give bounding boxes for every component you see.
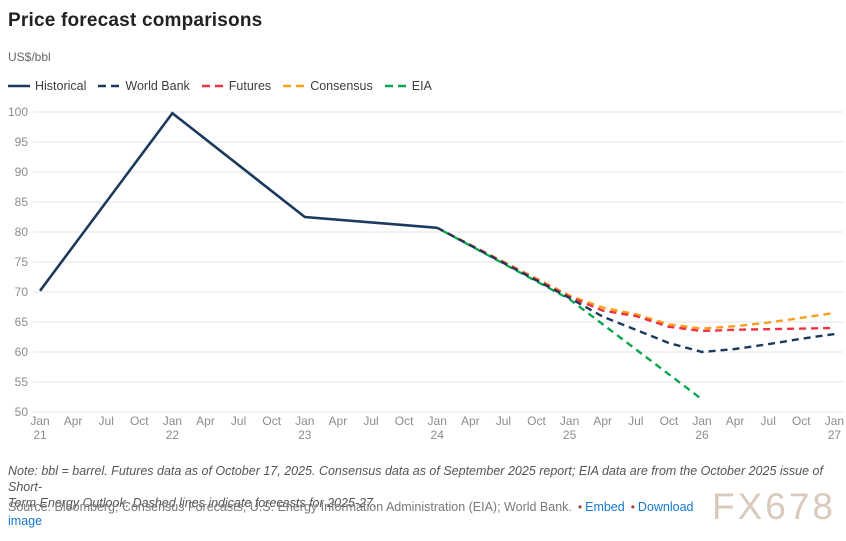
y-axis-unit-label: US$/bbl xyxy=(8,50,51,64)
legend-label: World Bank xyxy=(125,79,190,93)
bullet-separator-icon: • xyxy=(577,500,583,514)
series-line-futures xyxy=(436,226,835,333)
series-line-consensus xyxy=(436,226,835,330)
y-tick-label: 55 xyxy=(15,375,29,389)
legend-line-swatch-icon xyxy=(283,84,306,88)
legend-label: EIA xyxy=(411,79,432,93)
y-tick-label: 75 xyxy=(15,255,29,269)
x-tick-label: Oct xyxy=(660,414,679,428)
x-tick-label: Jul xyxy=(99,414,114,428)
series-line-historical xyxy=(38,111,438,292)
x-tick-label: Apr xyxy=(593,414,612,428)
legend-line-swatch-icon xyxy=(384,84,407,88)
x-tick-label: Oct xyxy=(527,414,546,428)
x-tick-year-label: 27 xyxy=(828,428,842,442)
watermark-fx678: FX678 xyxy=(712,486,837,527)
x-tick-label: Jan xyxy=(163,414,182,428)
legend-label: Futures xyxy=(228,79,272,93)
footnote-line1: Note: bbl = barrel. Futures data as of O… xyxy=(8,464,823,494)
legend-line-swatch-icon xyxy=(8,84,30,88)
x-tick-label: Jul xyxy=(761,414,776,428)
footnote: Note: bbl = barrel. Futures data as of O… xyxy=(8,463,842,511)
x-tick-label: Oct xyxy=(262,414,281,428)
legend-item-eia: EIA xyxy=(384,79,432,93)
x-tick-label: Jan xyxy=(295,414,314,428)
footnote-line2: Term Energy Outlook. Dashed lines indica… xyxy=(8,496,377,510)
page-title: Price forecast comparisons xyxy=(8,10,263,31)
y-tick-label: 85 xyxy=(15,195,29,209)
x-tick-label: Oct xyxy=(792,414,811,428)
x-tick-label: Jan xyxy=(428,414,447,428)
x-tick-label: Oct xyxy=(130,414,149,428)
legend-item-world-bank: World Bank xyxy=(98,79,190,93)
download-image-link[interactable]: Download image xyxy=(8,500,694,528)
embed-link[interactable]: Embed xyxy=(585,500,625,514)
x-tick-year-label: 24 xyxy=(431,428,445,442)
legend-label: Consensus xyxy=(310,79,373,93)
x-tick-year-label: 25 xyxy=(563,428,577,442)
legend-item-consensus: Consensus xyxy=(283,79,373,93)
y-tick-label: 90 xyxy=(15,165,29,179)
y-tick-label: 70 xyxy=(15,285,29,299)
legend-line-swatch-icon xyxy=(98,84,121,88)
x-tick-year-label: 22 xyxy=(166,428,180,442)
x-tick-year-label: 26 xyxy=(695,428,709,442)
legend-label: Historical xyxy=(35,79,87,93)
y-tick-label: 50 xyxy=(15,405,29,419)
y-tick-label: 80 xyxy=(15,225,29,239)
legend: Historical World Bank Futures Consensus EIA xyxy=(8,79,432,93)
series-line-world-bank xyxy=(436,226,835,354)
series-line-eia xyxy=(436,226,703,401)
x-tick-label: Jan xyxy=(825,414,844,428)
x-tick-label: Jul xyxy=(231,414,246,428)
x-tick-label: Apr xyxy=(64,414,83,428)
y-tick-label: 95 xyxy=(15,135,29,149)
source-row: Source: Bloomberg; Consensus Forecasts; … xyxy=(8,500,728,528)
bullet-separator-icon: • xyxy=(630,500,635,514)
x-tick-year-label: 21 xyxy=(33,428,47,442)
x-tick-label: Apr xyxy=(196,414,215,428)
y-tick-label: 100 xyxy=(8,105,28,119)
x-tick-label: Jan xyxy=(560,414,579,428)
x-tick-label: Apr xyxy=(726,414,745,428)
x-tick-label: Jan xyxy=(30,414,49,428)
x-tick-label: Jul xyxy=(628,414,643,428)
y-tick-label: 60 xyxy=(15,345,29,359)
x-tick-year-label: 23 xyxy=(298,428,312,442)
x-tick-label: Jul xyxy=(363,414,378,428)
x-tick-label: Apr xyxy=(461,414,480,428)
x-tick-label: Jan xyxy=(692,414,711,428)
x-tick-label: Jul xyxy=(496,414,511,428)
legend-line-swatch-icon xyxy=(201,84,224,88)
x-tick-label: Oct xyxy=(395,414,414,428)
y-tick-label: 65 xyxy=(15,315,29,329)
legend-item-futures: Futures xyxy=(201,79,272,93)
legend-item-historical: Historical xyxy=(8,79,86,93)
x-tick-label: Apr xyxy=(329,414,348,428)
source-text: Source: Bloomberg; Consensus Forecasts; … xyxy=(8,500,572,514)
